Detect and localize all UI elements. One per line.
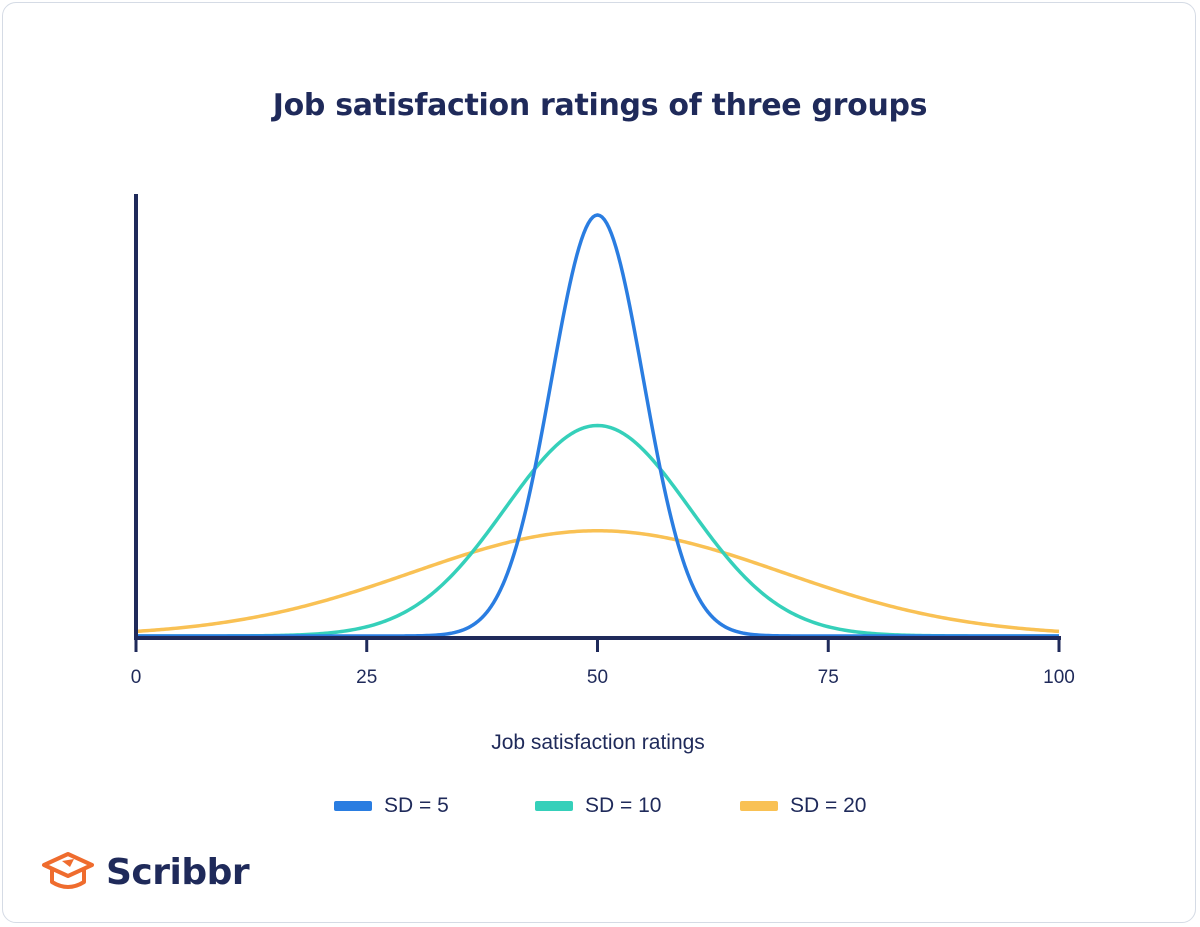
legend-label-sd5: SD = 5	[384, 794, 449, 817]
scribbr-logo: Scribbr	[40, 846, 250, 898]
legend-label-sd20: SD = 20	[790, 794, 867, 817]
chart-title: Job satisfaction ratings of three groups	[272, 88, 928, 123]
legend-item-sd5: SD = 5	[334, 790, 449, 822]
x-tick-label-25: 25	[356, 667, 377, 688]
legend-swatch-sd5	[334, 801, 372, 811]
brand-name: Scribbr	[106, 851, 250, 893]
legend: SD = 5 SD = 10 SD = 20	[0, 790, 1200, 822]
series-line-sd20	[135, 529, 1060, 634]
x-tick-label-100: 100	[1043, 667, 1075, 688]
legend-swatch-sd10	[535, 801, 573, 811]
legend-item-sd10: SD = 10	[535, 790, 661, 822]
curves-group	[135, 213, 1060, 638]
x-axis-label: Job satisfaction ratings	[491, 731, 705, 754]
legend-label-sd10: SD = 10	[585, 794, 662, 817]
legend-item-sd20: SD = 20	[740, 790, 866, 822]
graduation-cap-icon	[42, 852, 94, 889]
x-tick-label-50: 50	[587, 667, 608, 688]
x-tick-label-75: 75	[818, 667, 839, 688]
x-ticks-group: 0 25 50 75 100	[131, 638, 1075, 688]
x-tick-label-0: 0	[131, 667, 142, 688]
legend-swatch-sd20	[740, 801, 778, 811]
